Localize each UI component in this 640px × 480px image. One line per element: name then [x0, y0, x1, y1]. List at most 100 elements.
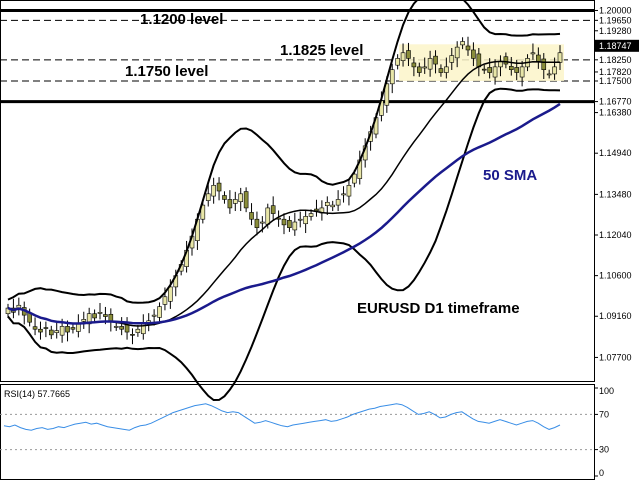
price-tick-label: 1.16380	[599, 108, 632, 118]
level-lines	[0, 8, 594, 104]
candle-body	[465, 45, 471, 51]
price-tick-label: 1.17500	[599, 76, 632, 86]
candle-body	[43, 327, 49, 329]
sma-line	[7, 102, 561, 325]
candle	[449, 47, 455, 70]
candle	[54, 321, 60, 339]
candle	[81, 311, 87, 329]
candle	[135, 324, 141, 337]
candle-body	[400, 52, 406, 61]
candle-body	[227, 199, 233, 209]
candle	[38, 321, 43, 340]
candle	[254, 211, 260, 236]
candle-body	[59, 326, 65, 336]
candle	[222, 191, 227, 204]
candle-body	[103, 314, 108, 317]
candle	[227, 190, 233, 214]
candle-body	[211, 185, 216, 197]
candle	[292, 212, 298, 236]
candle	[460, 37, 465, 50]
candle	[200, 200, 206, 224]
candle	[444, 57, 449, 79]
candle	[400, 43, 406, 67]
candle-body	[92, 313, 97, 319]
candle-body	[416, 66, 422, 73]
candle	[465, 36, 471, 56]
candle	[205, 184, 211, 207]
rsi-panel: 100 70 30 0	[0, 386, 614, 478]
candle	[508, 57, 514, 76]
candle	[130, 328, 135, 345]
candle-body	[476, 53, 482, 68]
candle	[113, 322, 119, 331]
candle	[5, 303, 11, 318]
candle-body	[270, 205, 276, 214]
candle	[270, 196, 276, 220]
candle-body	[433, 55, 438, 65]
candle-body	[454, 46, 460, 59]
candle-body	[135, 328, 141, 333]
candle	[157, 302, 162, 322]
candle-body	[97, 311, 103, 314]
candle-body	[444, 66, 449, 73]
candle-body	[503, 56, 509, 65]
candle-body	[481, 68, 487, 71]
candle-body	[384, 83, 390, 106]
candle-body	[65, 326, 70, 333]
candle	[395, 54, 400, 70]
candle-body	[157, 306, 162, 318]
candle-body	[303, 216, 308, 225]
annotation-1825: 1.1825 level	[280, 42, 363, 59]
candle-body	[265, 207, 271, 225]
candle	[287, 216, 292, 232]
rsi-tick-label: 100	[599, 386, 614, 396]
price-tick-label: 1.09160	[599, 311, 632, 321]
candle	[471, 42, 476, 67]
candle-body	[449, 55, 455, 63]
candle-body	[471, 49, 476, 59]
current-price-box	[595, 39, 639, 52]
candle-body	[395, 58, 400, 66]
candle	[433, 50, 438, 74]
candle-body	[216, 182, 222, 192]
candle	[243, 187, 249, 213]
candle	[92, 309, 97, 323]
candle	[249, 203, 254, 226]
candle-body	[113, 326, 119, 328]
candle-body	[124, 324, 130, 333]
candle	[427, 50, 433, 77]
candle	[487, 58, 492, 79]
price-tick-label: 1.20000	[599, 5, 632, 15]
candle-body	[438, 68, 444, 73]
candle-body	[552, 66, 557, 75]
candle-body	[557, 52, 563, 63]
candle	[297, 211, 303, 228]
candle-body	[335, 199, 341, 206]
rsi-tick-label: 30	[599, 445, 609, 455]
candle-body	[168, 286, 173, 302]
candle-body	[281, 218, 287, 226]
price-tick-label: 1.17820	[599, 67, 632, 77]
candle-body	[487, 67, 492, 73]
candle-body	[460, 41, 465, 46]
candle-body	[546, 73, 552, 76]
price-tick-label: 1.13480	[599, 189, 632, 199]
candle-body	[222, 195, 227, 200]
candle-body	[76, 323, 81, 332]
candle	[32, 317, 38, 336]
candle	[70, 323, 76, 334]
candle	[86, 307, 92, 334]
price-tick-label: 1.19650	[599, 15, 632, 25]
candle	[97, 302, 103, 320]
candle-body	[5, 307, 11, 315]
candle	[341, 186, 346, 203]
candle	[438, 64, 444, 77]
candle	[481, 64, 487, 74]
candle	[530, 43, 536, 60]
price-tick-label: 1.07700	[599, 352, 632, 362]
candle-body	[341, 193, 346, 196]
price-tick-label: 1.18250	[599, 55, 632, 65]
candle	[119, 317, 124, 336]
candle-body	[352, 173, 357, 184]
